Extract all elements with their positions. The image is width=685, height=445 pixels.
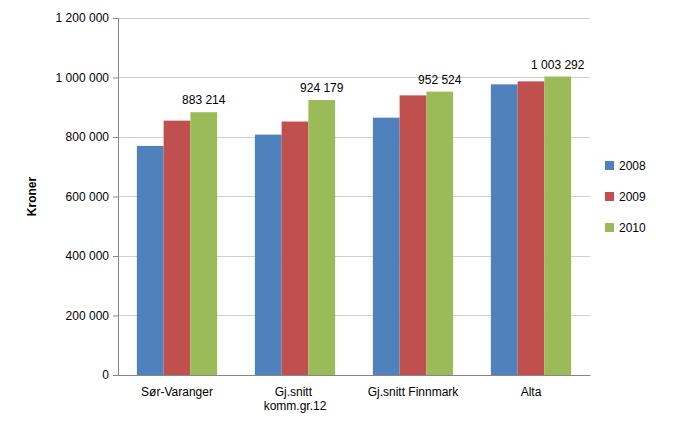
legend-label: 2008	[619, 159, 646, 173]
y-tick-label: 0	[102, 368, 109, 382]
bar	[164, 121, 191, 375]
legend: 2008 2009 2010	[605, 159, 646, 235]
bar	[282, 122, 309, 375]
y-tick-label: 600 000	[66, 190, 110, 204]
data-labels: 883 214 924 179 952 524 1 003 292	[182, 58, 585, 108]
y-tick: 600 000	[66, 190, 118, 204]
data-label: 883 214	[182, 93, 226, 107]
bar	[400, 95, 427, 375]
y-axis-line	[113, 19, 119, 376]
y-tick-label: 400 000	[66, 249, 110, 263]
x-tick: Alta	[521, 375, 542, 399]
legend-swatch	[605, 223, 614, 232]
y-tick-label: 1 000 000	[56, 71, 110, 85]
y-axis: 0 200 000 400 000 600 000 800 000 1 000 000 1 …	[56, 11, 119, 382]
y-tick-label: 200 000	[66, 309, 110, 323]
legend-label: 2009	[619, 190, 646, 204]
x-axis: Sør-Varanger Gj.snitt komm.gr.12 Gj.snitt …	[119, 375, 591, 413]
y-tick-mark	[113, 197, 118, 198]
y-tick-mark	[113, 316, 118, 317]
data-label: 1 003 292	[531, 58, 585, 72]
x-tick-label: Gj.snitt komm.gr.12	[264, 385, 327, 413]
x-tick-label: Sør-Varanger	[141, 385, 213, 399]
y-tick-mark	[113, 256, 118, 257]
y-tick-label: 800 000	[66, 130, 110, 144]
chart: 0 200 000 400 000 600 000 800 000 1 000 000 1 …	[0, 0, 685, 445]
y-tick: 400 000	[66, 249, 118, 263]
x-tick: Gj.snitt Finnmark	[368, 375, 460, 399]
y-tick: 200 000	[66, 309, 118, 323]
bar	[137, 146, 164, 375]
y-tick-mark	[113, 137, 118, 138]
grid-line	[118, 18, 590, 19]
bar	[426, 92, 453, 375]
y-tick: 800 000	[66, 130, 118, 144]
bar	[491, 84, 518, 375]
bar	[308, 100, 335, 375]
y-tick-mark	[113, 375, 118, 376]
x-tick: Gj.snitt komm.gr.12	[264, 375, 327, 413]
bar	[255, 135, 282, 375]
bar	[544, 77, 571, 375]
legend-swatch	[605, 192, 614, 201]
y-axis-title: Kroner	[25, 177, 39, 217]
y-tick: 1 000 000	[56, 71, 118, 85]
bar	[190, 112, 217, 375]
bar	[373, 118, 400, 375]
grid-line	[118, 77, 590, 78]
legend-label: 2010	[619, 221, 646, 235]
x-tick-label: Gj.snitt Finnmark	[368, 385, 460, 399]
bars	[137, 77, 571, 375]
bar	[518, 81, 545, 375]
data-label: 952 524	[418, 73, 462, 87]
legend-swatch	[605, 161, 614, 170]
y-tick-label: 1 200 000	[56, 11, 110, 25]
x-tick: Sør-Varanger	[141, 375, 213, 399]
x-tick-label: Alta	[521, 385, 542, 399]
y-tick-mark	[113, 78, 118, 79]
y-tick-mark	[113, 18, 118, 19]
data-label: 924 179	[300, 81, 344, 95]
y-tick: 0	[102, 368, 118, 382]
x-axis-line	[119, 375, 591, 376]
y-tick: 1 200 000	[56, 11, 118, 25]
grid	[118, 18, 590, 375]
